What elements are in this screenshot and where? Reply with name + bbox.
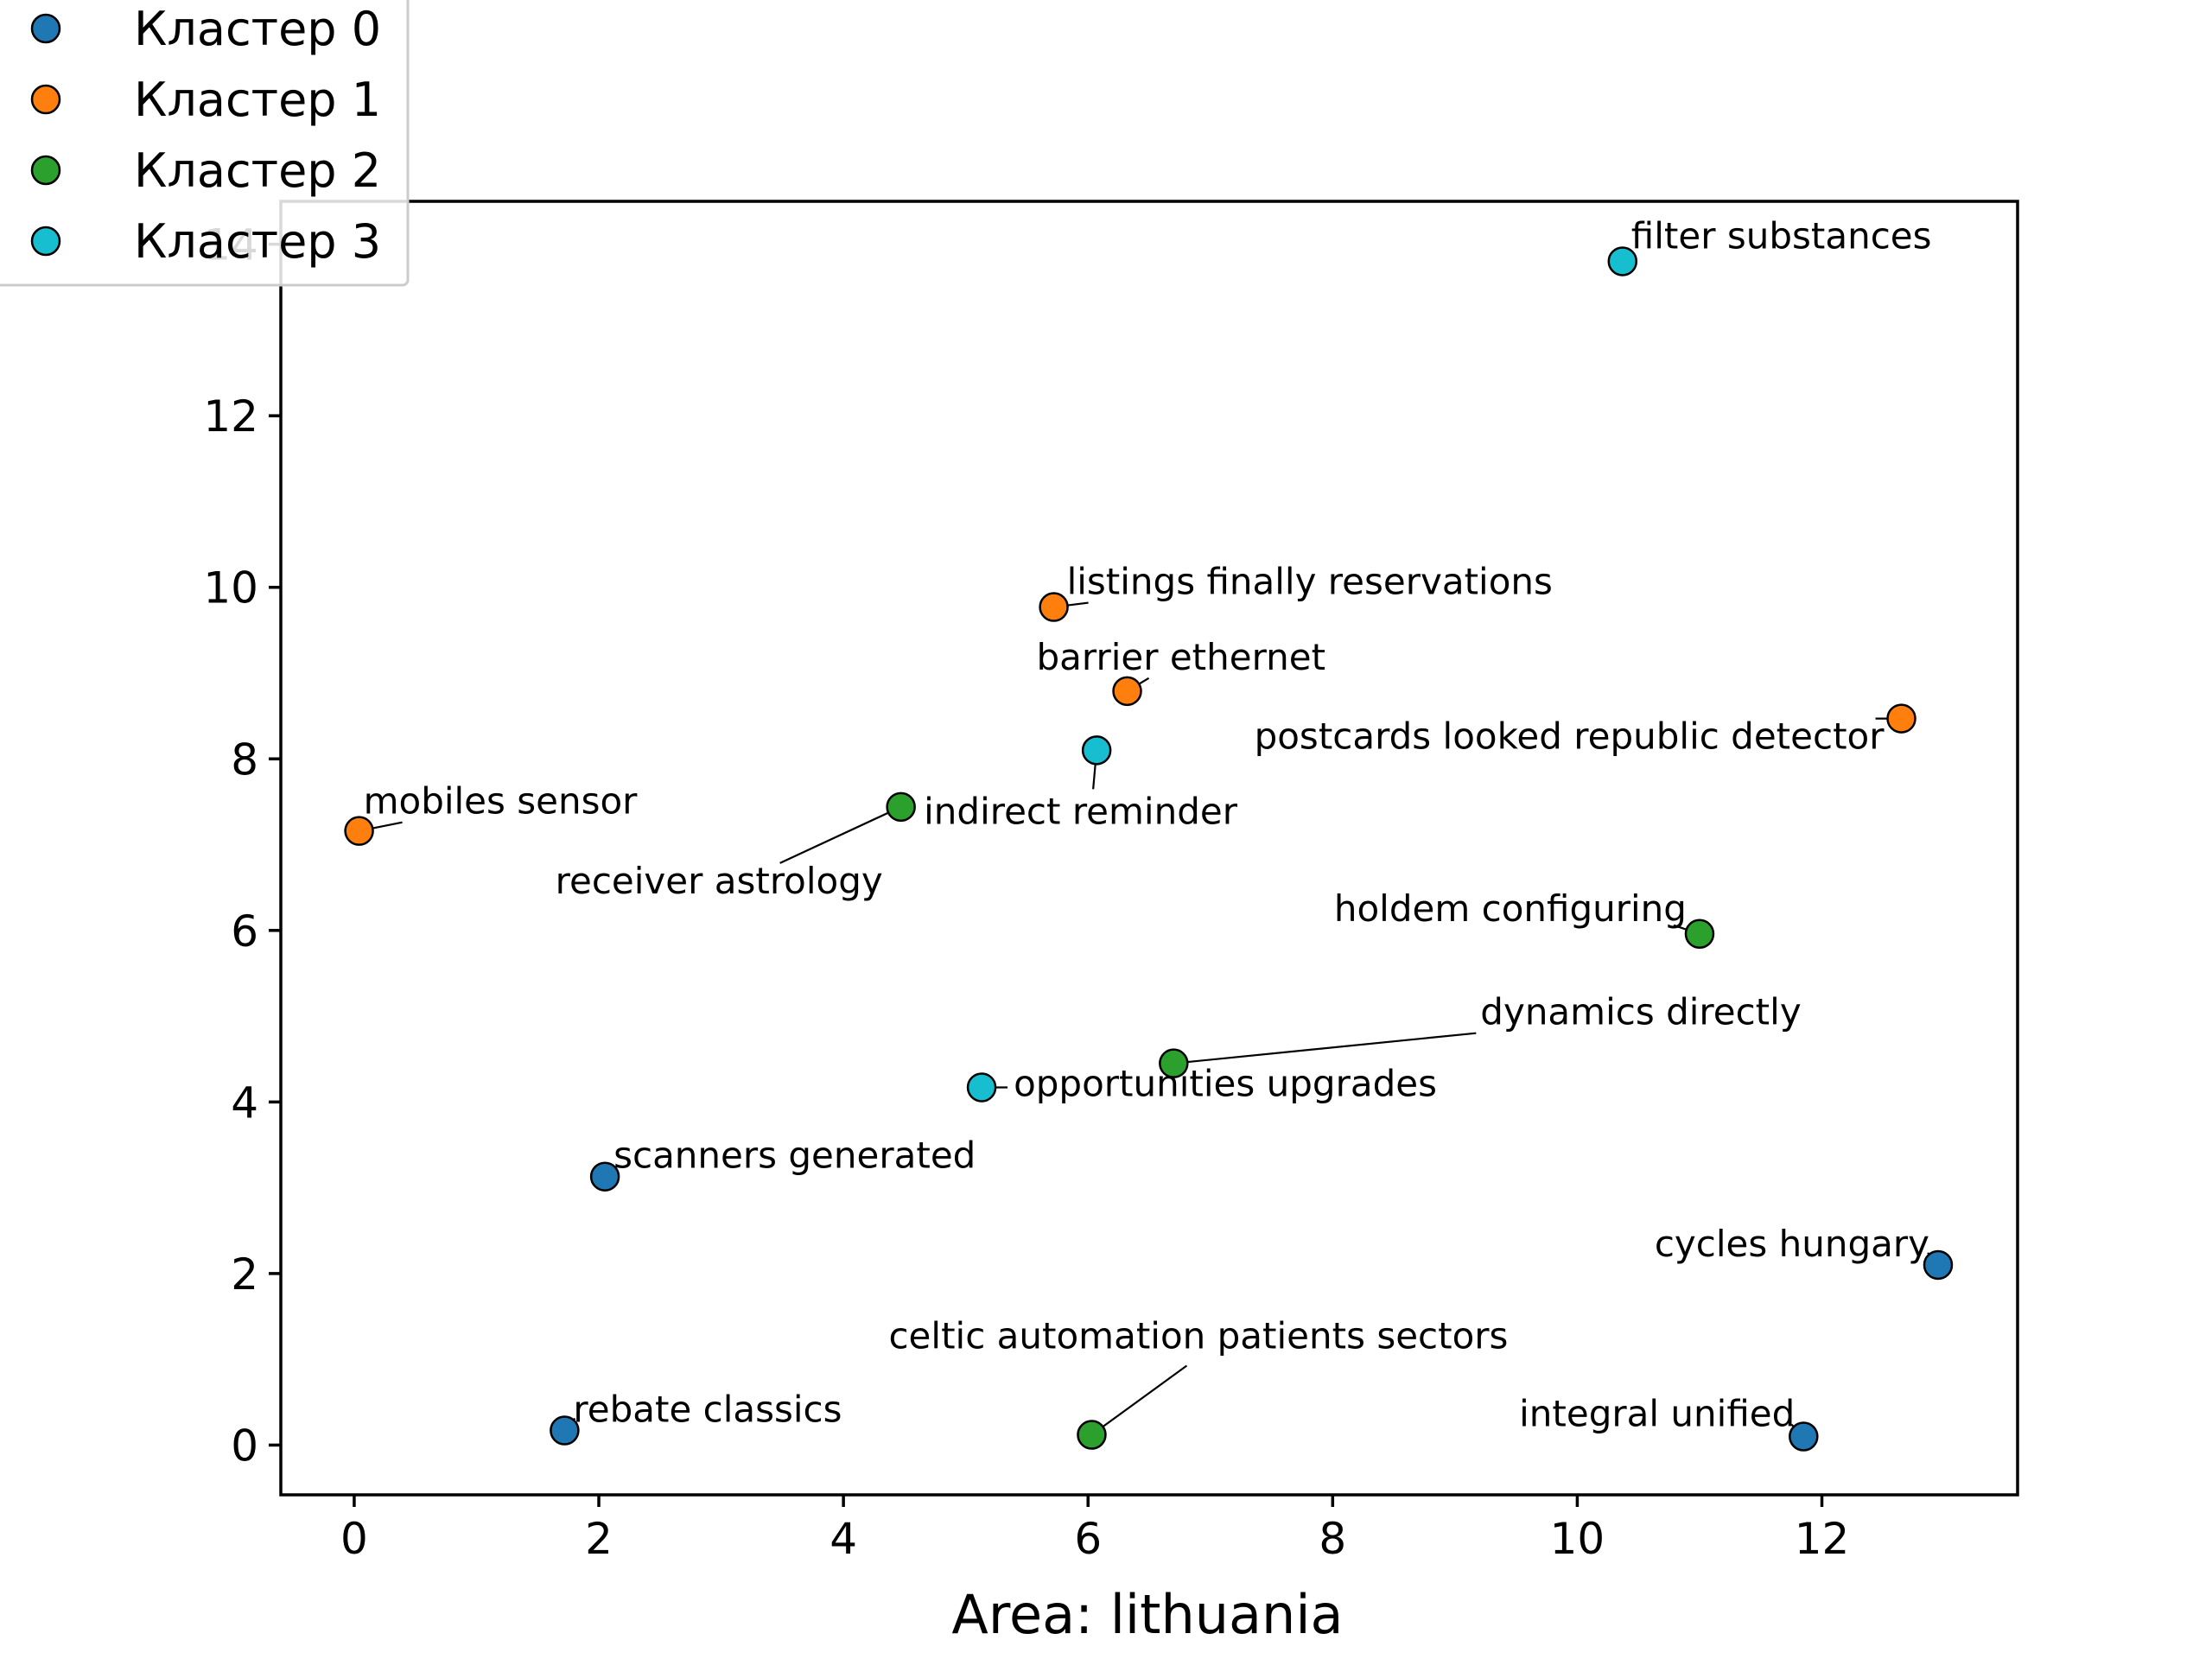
data-point bbox=[1081, 735, 1112, 766]
point-label: celtic automation patients sectors bbox=[888, 1315, 1508, 1357]
legend-marker bbox=[30, 13, 61, 44]
data-point bbox=[1923, 1249, 1954, 1281]
point-label: filter substances bbox=[1631, 214, 1932, 257]
y-tick-label: 4 bbox=[231, 1077, 258, 1128]
y-tick-label: 12 bbox=[203, 391, 258, 442]
legend-label: Кластер 0 bbox=[134, 2, 381, 56]
data-point bbox=[1684, 918, 1715, 950]
point-label: cycles hungary bbox=[1655, 1223, 1929, 1265]
legend-box bbox=[0, 0, 410, 287]
legend-marker bbox=[30, 226, 61, 257]
data-point bbox=[1607, 246, 1638, 276]
leader-line bbox=[1173, 1032, 1477, 1065]
point-label: postcards looked republic detector bbox=[1255, 715, 1885, 758]
data-point bbox=[344, 816, 374, 846]
point-label: listings finally reservations bbox=[1067, 561, 1553, 603]
x-tick-label: 4 bbox=[830, 1514, 857, 1564]
point-label: holdem configuring bbox=[1334, 887, 1687, 930]
plot-frame bbox=[279, 200, 2019, 1497]
annotations: scanners generated cycles hungary rebate c… bbox=[359, 214, 1939, 1438]
point-label: indirect reminder bbox=[924, 790, 1238, 832]
point-label: mobiles sensor bbox=[364, 780, 639, 823]
data-point bbox=[1077, 1420, 1107, 1450]
point-label: dynamics directly bbox=[1480, 991, 1801, 1033]
data-point bbox=[1159, 1048, 1189, 1078]
y-tick-label: 8 bbox=[231, 734, 258, 785]
x-tick-label: 12 bbox=[1795, 1514, 1850, 1564]
legend: Кластер 0 Кластер 1 Кластер 2 Кластер 3 bbox=[0, 0, 410, 287]
x-tick-label: 6 bbox=[1074, 1514, 1102, 1564]
point-label: integral unified bbox=[1519, 1392, 1795, 1434]
legend-label: Кластер 3 bbox=[134, 214, 381, 269]
data-point bbox=[966, 1072, 997, 1103]
x-axis-title: Area: lithuania bbox=[951, 1583, 1343, 1646]
legend-marker bbox=[30, 84, 61, 115]
y-tick-label: 6 bbox=[231, 906, 258, 957]
y-tick-label: 0 bbox=[231, 1421, 258, 1471]
x-tick-label: 8 bbox=[1319, 1514, 1346, 1564]
data-point bbox=[886, 791, 916, 823]
data-point bbox=[589, 1161, 620, 1192]
y-tick-label: 2 bbox=[231, 1249, 258, 1300]
data-point bbox=[1886, 703, 1916, 734]
data-point bbox=[1039, 592, 1069, 622]
leader-line bbox=[1090, 1364, 1188, 1436]
legend-marker bbox=[30, 155, 61, 186]
point-label: rebate classics bbox=[573, 1389, 842, 1431]
point-label: scanners generated bbox=[613, 1135, 976, 1177]
point-label: receiver astrology bbox=[556, 860, 883, 902]
data-points bbox=[344, 246, 1954, 1452]
point-label: barrier ethernet bbox=[1037, 636, 1326, 678]
legend-label: Кластер 2 bbox=[134, 143, 381, 198]
x-tick-label: 10 bbox=[1550, 1514, 1605, 1564]
x-tick-label: 2 bbox=[585, 1514, 613, 1564]
legend-label: Кластер 1 bbox=[134, 73, 381, 127]
data-point bbox=[550, 1415, 580, 1446]
leader-line bbox=[779, 805, 902, 864]
x-tick-label: 0 bbox=[340, 1514, 368, 1564]
y-tick-label: 10 bbox=[203, 563, 258, 613]
data-point bbox=[1112, 676, 1142, 707]
axes: 02468101202468101214 bbox=[203, 200, 2019, 1564]
data-point bbox=[1789, 1421, 1819, 1452]
point-label: opportunities upgrades bbox=[1014, 1062, 1437, 1104]
